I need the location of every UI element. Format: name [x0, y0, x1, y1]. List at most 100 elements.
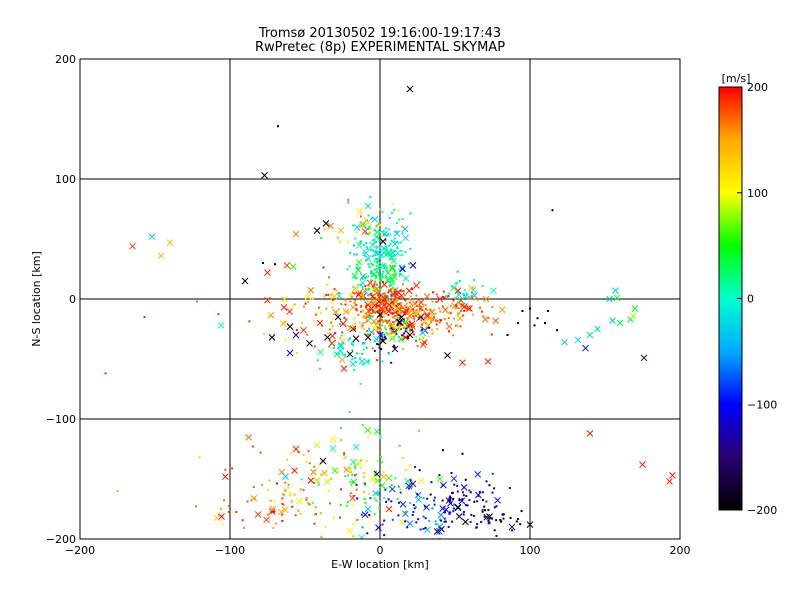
- data-point-dot: [392, 336, 395, 339]
- data-point-dot: [381, 307, 384, 310]
- data-point-dot: [418, 304, 421, 307]
- data-point-dot: [447, 330, 450, 333]
- data-point-dot: [415, 304, 418, 307]
- data-point-dot: [424, 527, 427, 530]
- data-point-dot: [394, 264, 397, 267]
- data-point-dot: [386, 295, 389, 298]
- data-point-dot: [470, 295, 473, 298]
- data-point-dot: [367, 275, 370, 278]
- data-point-dot: [366, 330, 369, 333]
- data-point-cross: [375, 298, 383, 306]
- data-point-dot: [381, 273, 384, 276]
- data-point-cross: [340, 365, 348, 372]
- data-point-dot: [493, 487, 496, 490]
- data-point-dot: [396, 298, 399, 301]
- data-point-dot: [380, 277, 383, 280]
- data-point-cross: [384, 250, 391, 258]
- data-point-dot: [274, 263, 276, 266]
- data-point-dot: [391, 211, 394, 214]
- data-point-dot: [359, 283, 362, 286]
- data-point-dot: [400, 328, 403, 331]
- data-point-dot: [443, 517, 446, 520]
- data-point-dot: [407, 337, 410, 340]
- data-point-dot: [517, 518, 520, 521]
- colorbar-label: [m/s]: [722, 72, 751, 85]
- data-point-dot: [382, 315, 385, 318]
- data-point-dot: [399, 241, 402, 244]
- data-point-cross: [494, 496, 501, 504]
- data-point-dot: [352, 535, 355, 538]
- data-point-dot: [313, 465, 316, 468]
- data-point-dot: [405, 302, 408, 305]
- data-point-dot: [349, 492, 352, 495]
- data-point-dot: [397, 485, 400, 488]
- data-point-dot: [398, 218, 401, 221]
- data-point-cross: [367, 314, 374, 322]
- data-point-dot: [339, 323, 342, 326]
- data-point-dot: [429, 308, 432, 311]
- data-point-cross: [406, 312, 413, 320]
- data-point-dot: [469, 297, 472, 300]
- data-point-dot: [391, 300, 394, 303]
- data-point-dot: [443, 317, 446, 320]
- data-point-dot: [451, 491, 454, 494]
- data-point-dot: [395, 230, 398, 233]
- data-point-dot: [404, 299, 407, 302]
- data-point-dot: [302, 305, 305, 308]
- data-point-dot: [445, 295, 448, 298]
- data-point-dot: [376, 359, 379, 362]
- data-point-dot: [444, 520, 447, 523]
- data-point-cross: [292, 331, 300, 339]
- data-point-dot: [393, 255, 396, 258]
- data-point-cross: [358, 534, 365, 539]
- data-point-dot: [350, 484, 353, 487]
- data-point-dot: [482, 315, 485, 318]
- data-point-dot: [422, 515, 425, 518]
- data-point-dot: [266, 513, 269, 516]
- data-point-dot: [387, 277, 390, 280]
- data-point-dot: [418, 429, 421, 432]
- data-point-dot: [448, 512, 451, 515]
- data-point-dot: [520, 510, 523, 513]
- data-point-dot: [320, 536, 323, 539]
- data-point-dot: [491, 306, 494, 309]
- data-point-dot: [361, 342, 364, 345]
- data-point-dot: [349, 470, 352, 473]
- data-point-dot: [452, 497, 455, 500]
- data-point-dot: [397, 312, 400, 315]
- data-point-dot: [544, 322, 546, 324]
- data-point-dot: [464, 478, 467, 481]
- data-point-dot: [462, 302, 465, 305]
- data-point-dot: [487, 546, 489, 548]
- data-point-dot: [408, 301, 411, 304]
- data-point-cross: [484, 358, 492, 365]
- data-point-cross: [401, 318, 409, 326]
- data-point-dot: [291, 329, 294, 332]
- data-point-dot: [490, 333, 493, 336]
- data-point-dot: [361, 286, 364, 289]
- data-point-cross: [362, 249, 370, 257]
- data-point-dot: [430, 321, 433, 324]
- data-point-dot: [394, 477, 397, 480]
- data-point-dot: [272, 510, 275, 513]
- data-point-dot: [388, 216, 391, 219]
- data-point-dot: [373, 260, 376, 263]
- data-point-dot: [451, 520, 454, 523]
- data-point-dot: [292, 304, 295, 307]
- data-point-dot: [373, 269, 376, 272]
- data-point-dot: [447, 294, 450, 297]
- data-point-dot: [431, 329, 434, 332]
- data-point-dot: [551, 209, 554, 212]
- data-point-cross: [438, 525, 445, 533]
- data-point-dot: [393, 332, 396, 335]
- data-point-dot: [443, 520, 446, 523]
- data-point-cross: [586, 331, 594, 339]
- data-point-dot: [405, 469, 408, 472]
- data-point-cross: [379, 238, 387, 245]
- data-point-dot: [471, 313, 474, 316]
- data-point-dot: [380, 286, 383, 289]
- data-point-dot: [427, 326, 430, 329]
- data-point-dot: [324, 526, 327, 529]
- y-axis-label: N-S location [km]: [30, 251, 43, 347]
